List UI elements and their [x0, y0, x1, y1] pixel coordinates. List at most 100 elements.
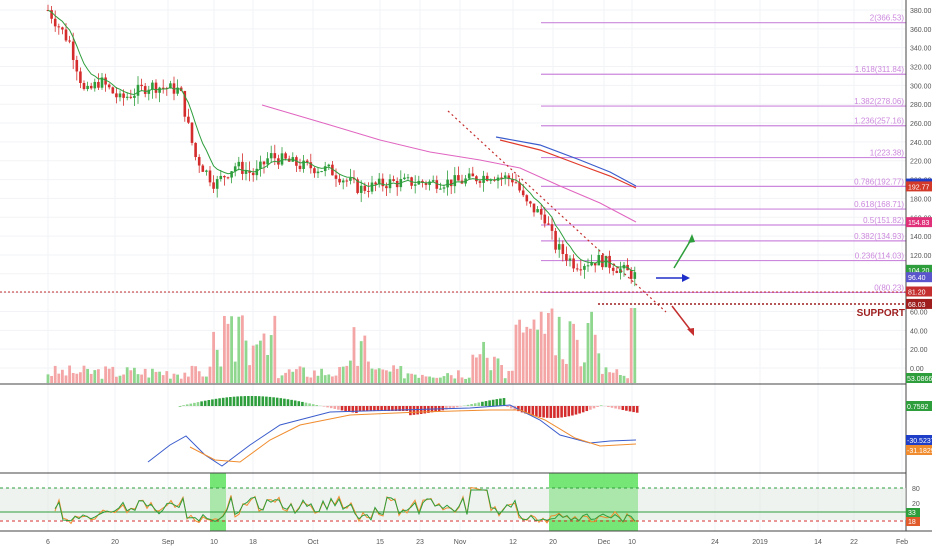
rsi-badge-label: 18: [908, 519, 916, 526]
volume-bar: [259, 340, 262, 383]
volume-bar: [421, 374, 424, 383]
candle-body: [611, 267, 615, 271]
ema-slow-line: [261, 104, 637, 223]
candle-body: [241, 161, 244, 174]
volume-bar: [50, 375, 53, 383]
price-tick-label: 380.00: [910, 8, 932, 15]
moving-averages: [47, 9, 637, 272]
volume-bar: [543, 333, 547, 383]
volume-bar: [187, 376, 190, 383]
macd-hist-bar: [448, 406, 452, 409]
macd-badge-label: -31.1829: [907, 448, 932, 455]
fib-label: 0.786(192.77): [854, 177, 904, 186]
macd-hist-bar: [553, 406, 556, 418]
candle-body: [273, 153, 277, 159]
volume-bar: [57, 373, 61, 383]
volume-bar: [212, 331, 215, 383]
macd-hist-bar: [326, 406, 329, 408]
time-tick-label: 23: [416, 539, 424, 546]
volume-bar: [100, 378, 104, 383]
volume-bar: [568, 321, 572, 383]
candle-body: [64, 29, 68, 41]
macd-hist-bar: [178, 406, 182, 407]
volume-bar: [309, 377, 313, 383]
macd-hist-bar: [452, 406, 455, 409]
volume-bar: [233, 361, 237, 383]
fib-label: 1.618(311.84): [855, 65, 905, 74]
volume-bar: [316, 375, 320, 383]
candle-body: [349, 177, 352, 181]
price-tick-label: 280.00: [910, 102, 932, 109]
macd-hist-bar: [225, 397, 229, 406]
volume-bar: [536, 329, 539, 383]
candle-body: [590, 262, 593, 266]
macd-hist-bar: [387, 406, 391, 411]
time-tick-label: Oct: [308, 539, 319, 546]
volume-bar: [514, 324, 518, 383]
candle-body: [413, 184, 417, 186]
candle-body: [547, 223, 550, 225]
volume-bar: [482, 341, 485, 383]
candle-body: [525, 195, 529, 202]
macd-hist-bar: [182, 405, 185, 406]
macd-hist-bar: [592, 406, 596, 409]
volume-bar: [115, 376, 118, 383]
ema-fast-line: [47, 9, 635, 272]
candle-body: [338, 178, 341, 183]
volume-bar: [586, 323, 590, 383]
macd-hist-bar: [491, 399, 495, 406]
candle-body: [568, 258, 572, 261]
macd-hist-bar: [401, 406, 405, 411]
macd-hist-bar: [243, 396, 247, 406]
candle-body: [539, 209, 543, 215]
candle-body: [604, 255, 608, 268]
candle-body: [255, 168, 259, 176]
macd-badge: [906, 445, 932, 455]
candle-body: [223, 175, 226, 178]
candle-body: [190, 122, 194, 143]
candle-body: [615, 270, 619, 273]
time-tick-label: 20: [111, 539, 119, 546]
macd-hist-bar: [236, 396, 239, 406]
volume-bar: [525, 326, 529, 383]
macd-hist-bar: [625, 406, 628, 411]
volume-bar: [107, 368, 111, 383]
candle-body: [194, 142, 197, 158]
volume-bar: [140, 374, 143, 383]
macd-signal-line: [189, 409, 637, 463]
macd-hist-bar: [628, 406, 632, 412]
candle-body: [215, 179, 219, 189]
candle-body: [478, 181, 482, 183]
volume-bar: [190, 365, 194, 383]
macd-hist-bar: [574, 406, 578, 415]
macd-hist-bar: [373, 406, 376, 411]
candle-body: [511, 178, 514, 183]
volume-bar: [622, 375, 626, 383]
candle-body: [104, 77, 107, 85]
macd-hist-bar: [355, 406, 358, 414]
macd-hist-bar: [301, 401, 304, 406]
candle-body: [532, 203, 536, 213]
volume-bar: [367, 361, 370, 383]
volume-bar: [575, 339, 579, 383]
macd-hist-bar: [405, 406, 409, 411]
candle-body: [89, 85, 93, 89]
candle-body: [424, 182, 428, 185]
macd-hist-bar: [567, 406, 571, 417]
candle-body: [251, 172, 255, 176]
candle-body: [313, 168, 316, 174]
candle-body: [143, 86, 147, 94]
candle-body: [377, 178, 381, 185]
volume-bar: [53, 365, 57, 383]
macd-hist-bar: [394, 406, 398, 411]
macd-hist-bar: [351, 406, 355, 413]
volume-bar: [507, 371, 511, 383]
macd-hist-bar: [499, 398, 502, 406]
candle-body: [561, 244, 565, 255]
macd-hist-bar: [268, 396, 272, 406]
volume-bar: [230, 316, 233, 383]
macd-hist-bar: [214, 398, 218, 406]
candle-body: [500, 177, 503, 179]
volume-bar: [313, 370, 316, 383]
